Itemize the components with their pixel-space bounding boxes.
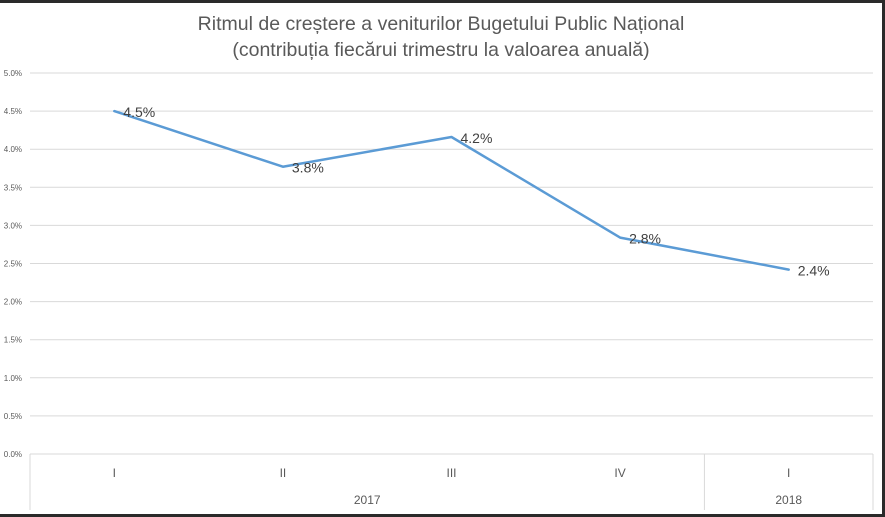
y-tick-label: 5.0% bbox=[4, 69, 22, 78]
y-tick-label: 4.0% bbox=[4, 145, 22, 154]
y-tick-label: 3.0% bbox=[4, 221, 22, 230]
y-tick-label: 0.0% bbox=[4, 450, 22, 459]
y-tick-label: 1.5% bbox=[4, 336, 22, 345]
y-tick-label: 1.0% bbox=[4, 374, 22, 383]
x-tick-label: IV bbox=[614, 466, 625, 480]
data-label: 2.8% bbox=[629, 231, 661, 247]
chart-title-block: Ritmul de creștere a veniturilor Bugetul… bbox=[0, 11, 882, 63]
y-tick-label: 2.5% bbox=[4, 260, 22, 269]
x-tick-label: II bbox=[280, 466, 287, 480]
x-group-label: 2017 bbox=[354, 493, 381, 507]
x-tick-label: III bbox=[446, 466, 456, 480]
series-line bbox=[113, 109, 790, 271]
data-label: 4.2% bbox=[461, 130, 493, 146]
y-tick-label: 0.5% bbox=[4, 412, 22, 421]
data-label: 3.8% bbox=[292, 160, 324, 176]
data-label: 4.5% bbox=[123, 104, 155, 120]
x-tick-label: I bbox=[787, 466, 790, 480]
chart-title: Ritmul de creștere a veniturilor Bugetul… bbox=[197, 13, 685, 35]
chart-subtitle: (contribuția fiecărui trimestru la valoa… bbox=[232, 39, 650, 61]
y-tick-label: 3.5% bbox=[4, 183, 22, 192]
data-label: 2.4% bbox=[798, 263, 830, 279]
x-tick-label: I bbox=[113, 466, 116, 480]
y-tick-label: 2.0% bbox=[4, 298, 22, 307]
x-group-label: 2018 bbox=[775, 493, 802, 507]
y-tick-label: 4.5% bbox=[4, 107, 22, 116]
